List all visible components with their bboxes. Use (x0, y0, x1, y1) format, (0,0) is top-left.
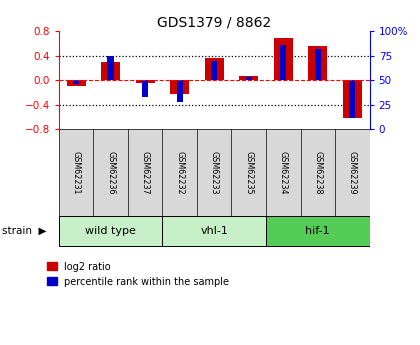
Bar (170, 80, 189, 94)
Text: GSM62238: GSM62238 (313, 151, 322, 194)
Text: GSM62231: GSM62231 (71, 151, 81, 194)
Bar (101, 62, 120, 80)
Text: GSM62239: GSM62239 (348, 151, 357, 194)
Bar (266, 216, 370, 246)
Bar (73, 80, 79, 84)
Text: GSM62232: GSM62232 (175, 151, 184, 194)
Bar (280, 45, 286, 80)
Bar (163, 216, 266, 246)
Bar (211, 60, 217, 80)
Bar (315, 49, 321, 80)
Text: GSM62237: GSM62237 (141, 151, 150, 194)
Text: vhl-1: vhl-1 (200, 226, 228, 236)
Text: GSM62233: GSM62233 (210, 151, 219, 194)
Bar (176, 80, 183, 102)
Text: GSM62234: GSM62234 (279, 151, 288, 194)
Bar (205, 58, 224, 80)
Text: hif-1: hif-1 (305, 226, 330, 236)
Text: GSM62235: GSM62235 (244, 151, 253, 194)
Bar (274, 38, 293, 80)
Text: GSM62236: GSM62236 (106, 151, 115, 194)
Bar (343, 80, 362, 118)
Bar (349, 80, 355, 118)
Text: wild type: wild type (85, 226, 136, 236)
Bar (136, 80, 155, 83)
Bar (239, 76, 258, 80)
Bar (246, 77, 252, 80)
Title: GDS1379 / 8862: GDS1379 / 8862 (157, 16, 271, 30)
Legend: log2 ratio, percentile rank within the sample: log2 ratio, percentile rank within the s… (47, 262, 229, 287)
Bar (142, 80, 148, 97)
Text: strain  ▶: strain ▶ (2, 226, 47, 236)
Bar (66, 80, 86, 86)
Bar (59, 216, 163, 246)
Bar (108, 56, 114, 80)
Bar (308, 46, 327, 80)
